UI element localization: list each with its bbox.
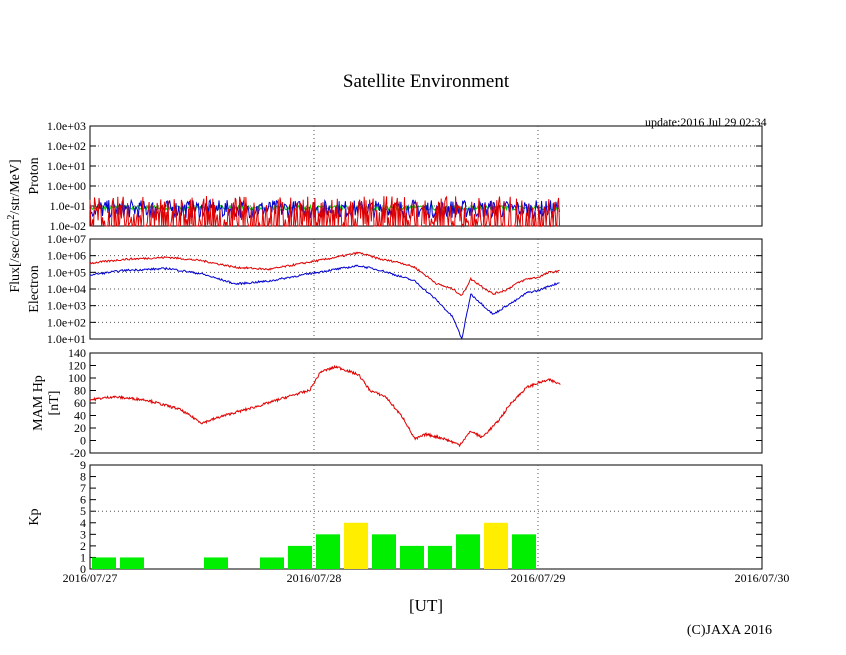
y-tick-label: 1.0e+00	[47, 179, 86, 193]
panel-frame	[89, 464, 763, 570]
y-tick-label: 1.0e+07	[47, 232, 86, 246]
kp-bar	[260, 557, 284, 569]
x-tick-label: 2016/07/27	[63, 571, 118, 585]
kp-bar	[456, 534, 480, 569]
y-tick-label: 2	[80, 539, 86, 553]
update-timestamp: update:2016 Jul 29 02:34	[645, 115, 767, 129]
kp-bar	[428, 545, 452, 569]
x-tick-label: 2016/07/29	[511, 571, 566, 585]
x-axis-label: [UT]	[409, 596, 443, 615]
kp-bar	[204, 557, 228, 569]
y-tick-label: 20	[74, 421, 86, 435]
y-tick-label: 1.0e+04	[47, 282, 86, 296]
kp-bar	[400, 545, 424, 569]
series-line-blue	[89, 264, 560, 340]
y-tick-label: 60	[74, 396, 86, 410]
y-tick-label: 1.0e+02	[47, 139, 86, 153]
shared-flux-ylabel: Flux[/sec/cm2/str/MeV]	[6, 159, 24, 292]
kp-bar	[512, 534, 536, 569]
y-tick-label: 1.0e+01	[47, 159, 86, 173]
y-tick-label: 1	[80, 550, 86, 564]
y-tick-label: 4	[80, 516, 86, 530]
y-tick-label: 80	[74, 384, 86, 398]
y-tick-label: 3	[80, 527, 86, 541]
svg-text:Flux[/sec/cm2/str/MeV]: Flux[/sec/cm2/str/MeV]	[6, 159, 24, 292]
y-tick-label: 1.0e+01	[47, 332, 86, 346]
kp-bar	[92, 557, 116, 569]
series-line-red	[89, 251, 560, 297]
copyright: (C)JAXA 2016	[687, 623, 772, 638]
y-tick-label: 1.0e-01	[50, 199, 86, 213]
y-tick-label: 140	[68, 346, 86, 360]
y-tick-label: 120	[68, 359, 86, 373]
y-tick-label: 40	[74, 409, 86, 423]
kp-bar	[484, 522, 508, 569]
y-tick-label: 0	[80, 562, 86, 576]
y-tick-label: 6	[80, 493, 86, 507]
y-axis-label: Electron	[27, 265, 42, 312]
flux-ylabel-sup: 2	[6, 215, 17, 220]
series-line-red	[89, 364, 561, 448]
kp-bar	[316, 534, 340, 569]
series-line-red	[89, 195, 560, 228]
y-axis-label: Kp	[27, 508, 42, 525]
chart-title: Satellite Environment	[343, 71, 510, 92]
y-tick-label: 1.0e+02	[47, 315, 86, 329]
x-tick-label: 2016/07/28	[287, 571, 342, 585]
y-tick-label: -20	[70, 446, 86, 460]
y-tick-label: 1.0e+03	[47, 299, 86, 313]
kp-bar	[372, 534, 396, 569]
flux-ylabel-rest: /str/MeV]	[8, 159, 23, 214]
kp-bar	[120, 557, 144, 569]
y-tick-label: 1.0e-02	[50, 219, 86, 233]
electron-panel: 1.0e+01 1.0e+02 1.0e+03 1.0e+04 1.0e+05 1.0e+…	[27, 232, 763, 346]
flux-ylabel-main: Flux[/sec/cm	[8, 219, 23, 292]
y-tick-label: 1.0e+05	[47, 265, 86, 279]
x-tick-label: 2016/07/30	[735, 571, 790, 585]
y-tick-label: 1.0e+03	[47, 119, 86, 133]
y-axis-unit: [nT]	[47, 391, 62, 416]
panel-frame	[89, 352, 763, 454]
x-tick-labels: 2016/07/27 2016/07/28 2016/07/29 2016/07/30	[63, 571, 790, 585]
kp-bar	[288, 545, 312, 569]
y-axis-label: Proton	[27, 157, 42, 194]
y-tick-label: 0	[80, 434, 86, 448]
kp-bar	[344, 522, 368, 569]
y-tick-label: 5	[80, 504, 86, 518]
y-tick-label: 9	[80, 458, 86, 472]
proton-panel: 1.0e-02 1.0e-01 1.0e+00 1.0e+01 1.0e+02 1.0e+…	[27, 119, 763, 233]
y-tick-label: 100	[68, 371, 86, 385]
y-tick-label: 1.0e+06	[47, 249, 86, 263]
y-tick-label: 8	[80, 470, 86, 484]
y-axis-label: MAM Hp	[31, 375, 46, 431]
y-tick-label: 7	[80, 481, 86, 495]
